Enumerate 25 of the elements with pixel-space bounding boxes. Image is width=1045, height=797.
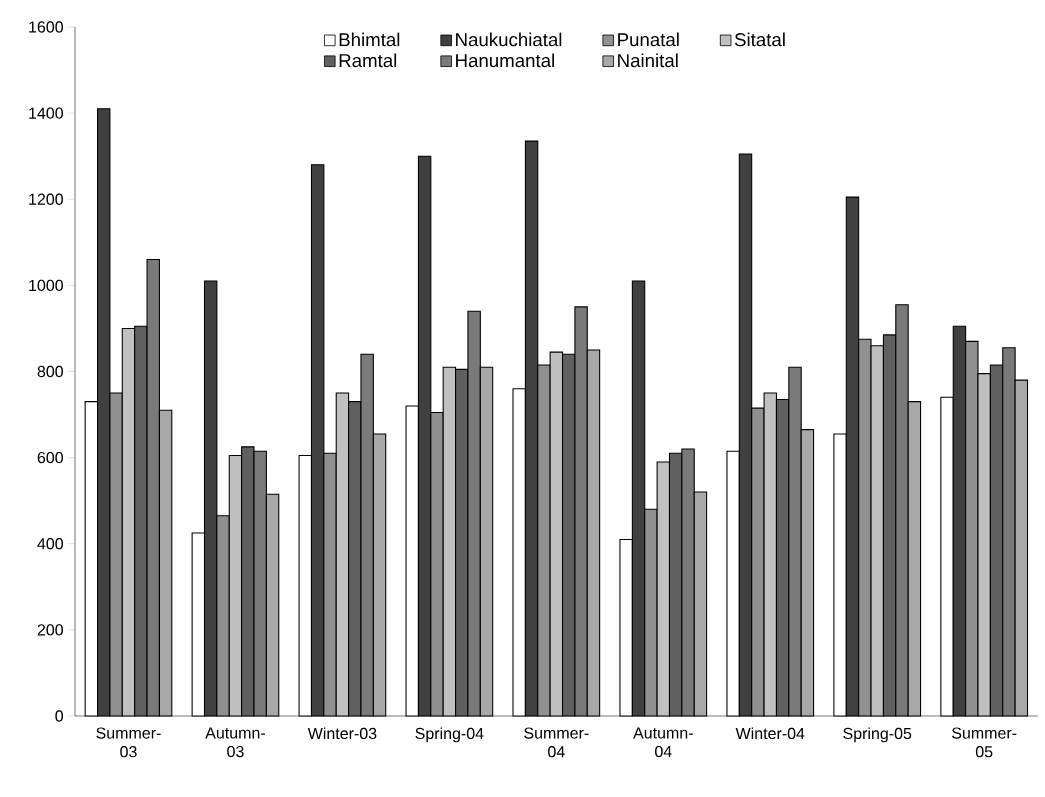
- x-tick-label: Autumn-03: [205, 727, 265, 758]
- legend-label: Nainital: [618, 53, 678, 68]
- x-tick-label: Spring-04: [415, 727, 484, 743]
- y-tick-label: 600: [37, 451, 63, 464]
- x-tick-label: Spring-05: [843, 727, 912, 743]
- y-tick-label: 1400: [29, 107, 63, 119]
- legend-label: Punatal: [618, 32, 679, 47]
- y-tick-label: 200: [37, 624, 63, 636]
- y-tick-label: 1600: [29, 21, 63, 33]
- x-tick-label: Summer-04: [524, 727, 589, 758]
- y-tick-label: 1000: [29, 279, 63, 292]
- x-tick-label: Summer-05: [952, 727, 1017, 758]
- x-tick-label: Autumn-04: [633, 727, 693, 758]
- x-tick-label: Winter-03: [307, 727, 377, 740]
- y-tick-label: 800: [37, 365, 63, 378]
- x-tick-label: Summer-03: [96, 727, 161, 758]
- x-tick-label: Winter-04: [735, 727, 805, 740]
- y-tick-label: 1200: [29, 193, 63, 205]
- legend-label: Bhimtal: [339, 32, 400, 47]
- y-tick-label: 0: [55, 710, 64, 722]
- y-tick-label: 400: [37, 538, 63, 550]
- legend-label: Naukuchiatal: [456, 32, 562, 47]
- legend-label: Sitatal: [734, 32, 785, 47]
- legend-label: Hanumantal: [456, 53, 554, 68]
- legend-label: Ramtal: [339, 53, 397, 68]
